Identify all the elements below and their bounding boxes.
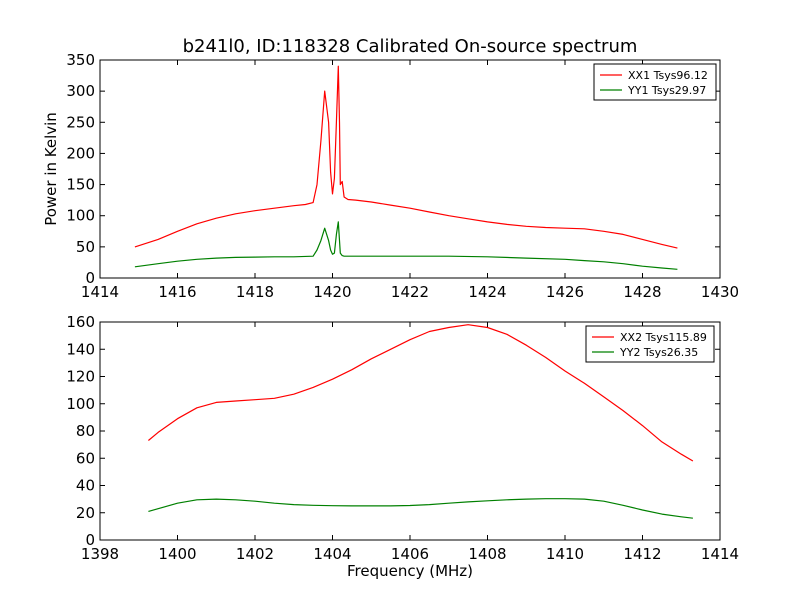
- series-line-2-1: [148, 324, 694, 462]
- y-tick-label: 40: [76, 477, 95, 495]
- chart-panel-1: 1414 1416 1418 1420 1422 1424 1426 1428 1430 0 50 1…: [66, 51, 739, 301]
- x-tick-label: 1428: [623, 283, 661, 301]
- x-tick-label: 1426: [546, 283, 584, 301]
- x-tick-label: 1410: [546, 545, 584, 563]
- series-line-1-2: [134, 221, 678, 270]
- y-tick-label: 0: [85, 269, 95, 287]
- legend-label: XX1 Tsys96.12: [628, 69, 708, 82]
- y-tick-label: 150: [66, 176, 95, 194]
- y-tick-label: 350: [66, 51, 95, 69]
- y-tick-label: 100: [66, 207, 95, 225]
- x-tick-label: 1414: [701, 545, 739, 563]
- x-tick-label: 1414: [81, 283, 119, 301]
- series-line-1-1: [134, 65, 678, 249]
- y-tick-label: 200: [66, 144, 95, 162]
- y-tick-label: 50: [76, 238, 95, 256]
- x-tick-label: 1420: [313, 283, 351, 301]
- x-axis-label-bottom: Frequency (MHz): [347, 562, 473, 580]
- y-tick-label: 0: [85, 531, 95, 549]
- legend-box: [585, 325, 715, 363]
- chart-panel-2: 1398 1400 1402 1404 1406 1408 1410 1412 1414 0 20 4…: [66, 313, 739, 563]
- y-tick-label: 140: [66, 340, 95, 358]
- x-tick-label: 1430: [701, 283, 739, 301]
- legend: XX1 Tsys96.12 YY1 Tsys29.97: [593, 63, 717, 101]
- legend-label: YY2 Tsys26.35: [619, 346, 698, 359]
- x-tick-label: 1408: [468, 545, 506, 563]
- x-tick-label: 1406: [391, 545, 429, 563]
- y-tick-label: 100: [66, 395, 95, 413]
- x-tick-label: 1416: [158, 283, 196, 301]
- y-tick-label: 20: [76, 504, 95, 522]
- x-tick-label: 1400: [158, 545, 196, 563]
- y-tick-label: 160: [66, 313, 95, 331]
- legend: XX2 Tsys115.89 YY2 Tsys26.35: [585, 325, 715, 363]
- x-tick-label: 1418: [236, 283, 274, 301]
- y-tick-label: 250: [66, 113, 95, 131]
- legend-box: [593, 63, 717, 101]
- y-axis-label-top: Power in Kelvin: [42, 112, 60, 226]
- series-line-2-2: [148, 498, 693, 519]
- x-tick-label: 1404: [313, 545, 351, 563]
- legend-label: XX2 Tsys115.89: [620, 331, 707, 344]
- chart-title: b241l0, ID:118328 Calibrated On-source s…: [183, 36, 638, 57]
- x-tick-label: 1424: [468, 283, 506, 301]
- y-tick-label: 80: [76, 422, 95, 440]
- y-tick-label: 60: [76, 449, 95, 467]
- x-tick-label: 1412: [623, 545, 661, 563]
- x-tick-label: 1422: [391, 283, 429, 301]
- y-tick-label: 300: [66, 82, 95, 100]
- legend-label: YY1 Tsys29.97: [627, 84, 706, 97]
- y-tick-label: 120: [66, 368, 95, 386]
- x-tick-label: 1398: [81, 545, 119, 563]
- x-tick-label: 1402: [236, 545, 274, 563]
